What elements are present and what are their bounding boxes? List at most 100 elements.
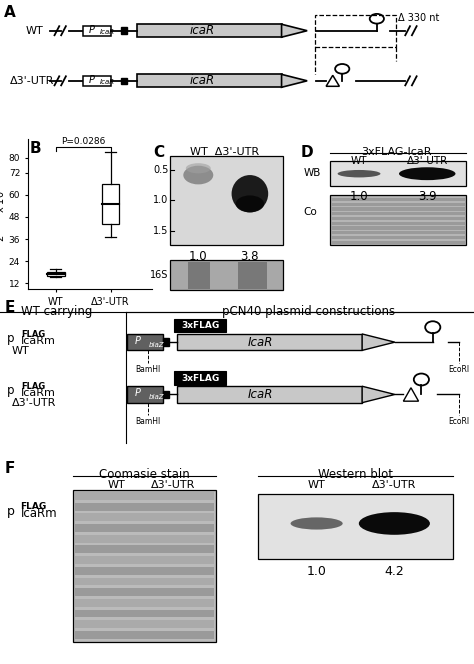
Text: WT carrying: WT carrying	[21, 305, 92, 318]
Text: Δ3'-UTR: Δ3'-UTR	[151, 480, 195, 490]
Text: P: P	[135, 388, 140, 398]
Bar	[315, 15, 396, 47]
Text: icaR: icaR	[189, 74, 214, 87]
Text: BamHI: BamHI	[136, 365, 161, 374]
Text: IcaR: IcaR	[100, 29, 115, 35]
Bar	[73, 490, 216, 642]
Text: F: F	[5, 461, 15, 476]
Bar	[330, 198, 465, 201]
Polygon shape	[362, 334, 395, 351]
Bar	[127, 386, 163, 402]
Text: blaZ: blaZ	[148, 342, 164, 348]
Bar	[330, 207, 465, 210]
Text: 3xFLAG-IcaR: 3xFLAG-IcaR	[361, 147, 431, 157]
Text: Δ3'-UTR: Δ3'-UTR	[12, 398, 56, 408]
Text: Western blot: Western blot	[318, 468, 393, 481]
Bar	[121, 78, 127, 84]
Text: C: C	[154, 145, 164, 159]
Bar	[330, 226, 465, 230]
Text: WB: WB	[303, 169, 321, 179]
Bar	[258, 494, 453, 559]
Text: P: P	[135, 336, 140, 346]
Bar	[75, 610, 214, 618]
Ellipse shape	[186, 163, 211, 173]
Text: EcoRI: EcoRI	[448, 417, 469, 426]
Text: EcoRI: EcoRI	[448, 365, 469, 374]
Text: 1.5: 1.5	[153, 226, 168, 236]
Bar	[174, 371, 226, 384]
Text: Coomasie stain: Coomasie stain	[99, 468, 190, 481]
Text: B: B	[29, 141, 41, 156]
Text: IcaR: IcaR	[100, 79, 115, 85]
Ellipse shape	[399, 167, 456, 180]
Text: 3xFLAG: 3xFLAG	[181, 321, 219, 330]
Text: Δ 330 nt: Δ 330 nt	[398, 13, 439, 23]
Text: 3.8: 3.8	[241, 250, 259, 263]
Bar	[170, 260, 283, 290]
Text: 16S: 16S	[150, 270, 168, 280]
Text: p: p	[7, 384, 15, 397]
Text: P: P	[89, 76, 95, 86]
Bar	[174, 319, 226, 333]
Bar	[163, 339, 169, 346]
Text: Δ3'-UTR: Δ3'-UTR	[9, 76, 54, 86]
Ellipse shape	[183, 166, 213, 185]
Bar	[83, 76, 111, 86]
Bar	[330, 216, 465, 220]
Bar	[75, 599, 214, 607]
Text: 1.0: 1.0	[350, 191, 368, 203]
Text: BamHI: BamHI	[136, 417, 161, 426]
Bar	[170, 157, 283, 244]
Polygon shape	[282, 74, 307, 87]
Bar	[330, 161, 466, 186]
Text: WT: WT	[12, 346, 29, 356]
Text: 3xFLAG: 3xFLAG	[181, 374, 219, 382]
Text: FLAG: FLAG	[21, 330, 46, 339]
Text: p: p	[7, 332, 15, 345]
Bar	[121, 27, 127, 34]
Bar	[137, 74, 282, 87]
Text: 1.0: 1.0	[189, 250, 208, 263]
Bar	[102, 184, 119, 224]
Text: FLAG: FLAG	[20, 502, 46, 511]
Text: FLAG: FLAG	[21, 382, 46, 392]
Bar	[75, 492, 214, 500]
Bar	[177, 386, 362, 402]
Text: P: P	[89, 25, 95, 35]
Text: 1.0: 1.0	[307, 564, 327, 578]
Bar	[83, 26, 111, 36]
Text: 1.0: 1.0	[153, 195, 168, 205]
Text: WT: WT	[107, 480, 125, 490]
Bar	[127, 334, 163, 351]
Bar	[330, 236, 465, 239]
Text: IcaRm: IcaRm	[20, 507, 57, 520]
Text: Δ3'-UTR: Δ3'-UTR	[407, 157, 448, 167]
Text: IcaR: IcaR	[247, 388, 273, 401]
Bar	[330, 203, 465, 206]
Bar	[163, 390, 169, 398]
Bar	[47, 272, 64, 276]
Bar	[75, 578, 214, 586]
Text: 4.2: 4.2	[384, 564, 404, 578]
Text: Δ3'-UTR: Δ3'-UTR	[372, 480, 417, 490]
Text: 0.5: 0.5	[153, 165, 168, 175]
Bar	[330, 240, 465, 244]
Text: pCN40 plasmid constructions: pCN40 plasmid constructions	[221, 305, 395, 318]
Text: WT: WT	[26, 26, 44, 36]
Bar	[75, 503, 214, 511]
Text: P=0.0286: P=0.0286	[61, 137, 105, 146]
Bar	[75, 535, 214, 542]
Text: D: D	[301, 145, 313, 159]
Bar	[330, 195, 466, 244]
Text: icaR: icaR	[189, 24, 214, 37]
Text: E: E	[5, 300, 15, 315]
Bar	[188, 262, 210, 289]
Text: 3.9: 3.9	[418, 191, 437, 203]
Text: p: p	[7, 505, 15, 518]
Text: A: A	[4, 5, 16, 20]
Text: WT: WT	[308, 480, 326, 490]
Bar	[75, 524, 214, 532]
Ellipse shape	[337, 170, 381, 177]
Ellipse shape	[359, 512, 430, 535]
Text: Co: Co	[303, 207, 317, 217]
